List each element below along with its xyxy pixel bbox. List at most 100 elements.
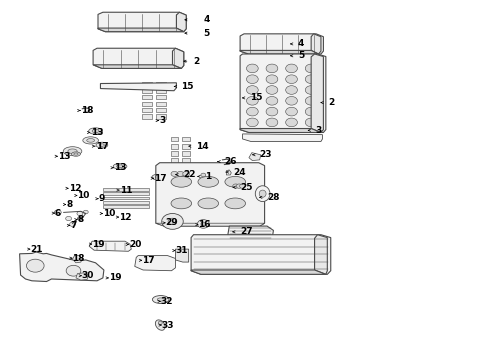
Circle shape — [201, 222, 206, 226]
Ellipse shape — [155, 320, 165, 330]
Polygon shape — [243, 134, 322, 141]
Polygon shape — [182, 166, 190, 170]
Ellipse shape — [63, 147, 82, 156]
Text: 27: 27 — [240, 228, 253, 236]
Circle shape — [305, 64, 317, 73]
Circle shape — [162, 213, 183, 229]
Text: 25: 25 — [240, 183, 253, 192]
Circle shape — [305, 96, 317, 105]
Polygon shape — [103, 201, 149, 204]
Text: 10: 10 — [103, 209, 115, 218]
Circle shape — [26, 259, 44, 272]
Ellipse shape — [225, 176, 245, 187]
Text: 26: 26 — [224, 157, 237, 166]
Text: 12: 12 — [69, 184, 81, 193]
Text: 22: 22 — [183, 170, 196, 179]
Circle shape — [183, 171, 190, 176]
Text: 8: 8 — [66, 200, 73, 209]
Circle shape — [246, 107, 258, 116]
Polygon shape — [172, 48, 184, 68]
Ellipse shape — [171, 198, 192, 209]
Polygon shape — [100, 83, 176, 91]
Circle shape — [286, 75, 297, 84]
Polygon shape — [20, 252, 104, 282]
Ellipse shape — [157, 298, 164, 301]
Polygon shape — [76, 273, 88, 280]
Ellipse shape — [198, 176, 219, 187]
Polygon shape — [142, 82, 152, 86]
Polygon shape — [311, 34, 321, 54]
Polygon shape — [228, 226, 273, 239]
Ellipse shape — [83, 137, 98, 144]
Circle shape — [305, 107, 317, 116]
Polygon shape — [156, 108, 166, 112]
Polygon shape — [171, 144, 178, 149]
Polygon shape — [156, 89, 166, 93]
Ellipse shape — [152, 296, 169, 303]
Polygon shape — [249, 153, 261, 161]
Circle shape — [305, 86, 317, 94]
Text: 13: 13 — [58, 152, 71, 161]
Polygon shape — [142, 89, 152, 93]
Text: 2: 2 — [194, 57, 200, 66]
Circle shape — [266, 64, 278, 73]
Circle shape — [77, 217, 82, 220]
Text: 18: 18 — [81, 106, 94, 115]
Text: 23: 23 — [260, 150, 272, 159]
Polygon shape — [93, 48, 184, 68]
Text: 24: 24 — [233, 167, 245, 176]
Circle shape — [236, 184, 242, 188]
Text: 33: 33 — [162, 320, 174, 330]
Text: 3: 3 — [316, 126, 322, 135]
Polygon shape — [226, 170, 231, 175]
Polygon shape — [93, 65, 181, 68]
Circle shape — [266, 107, 278, 116]
Text: 19: 19 — [109, 274, 122, 282]
Text: 14: 14 — [196, 141, 209, 150]
Ellipse shape — [171, 176, 192, 187]
Polygon shape — [171, 158, 178, 163]
Circle shape — [233, 184, 239, 188]
Text: 2: 2 — [328, 98, 335, 107]
Text: 1: 1 — [205, 172, 211, 181]
Polygon shape — [103, 197, 149, 199]
Circle shape — [246, 86, 258, 94]
Ellipse shape — [113, 163, 127, 169]
Circle shape — [286, 107, 297, 116]
Polygon shape — [240, 50, 318, 54]
Circle shape — [305, 75, 317, 84]
Text: 31: 31 — [175, 246, 188, 255]
Polygon shape — [73, 256, 82, 263]
Circle shape — [305, 118, 317, 127]
Polygon shape — [156, 223, 265, 226]
Ellipse shape — [255, 186, 270, 202]
Polygon shape — [142, 95, 152, 99]
Ellipse shape — [92, 129, 99, 132]
Text: 13: 13 — [91, 128, 103, 137]
Circle shape — [83, 210, 88, 214]
Polygon shape — [89, 241, 131, 251]
Text: 5: 5 — [203, 29, 210, 37]
Polygon shape — [311, 54, 323, 132]
Text: 15: 15 — [181, 82, 194, 91]
Polygon shape — [191, 270, 326, 274]
Polygon shape — [98, 12, 186, 32]
Text: 4: 4 — [298, 40, 304, 49]
Polygon shape — [176, 12, 186, 32]
Ellipse shape — [259, 190, 266, 197]
Text: 16: 16 — [198, 220, 211, 229]
Text: 11: 11 — [120, 186, 133, 194]
Text: 9: 9 — [99, 194, 105, 203]
Text: 18: 18 — [73, 253, 85, 263]
Polygon shape — [182, 151, 190, 156]
Polygon shape — [171, 166, 178, 170]
Ellipse shape — [158, 321, 162, 325]
Text: 29: 29 — [166, 218, 178, 228]
Circle shape — [286, 64, 297, 73]
Text: 30: 30 — [82, 271, 94, 280]
Circle shape — [197, 220, 209, 228]
Text: 13: 13 — [114, 163, 127, 172]
Circle shape — [171, 171, 178, 176]
Circle shape — [266, 75, 278, 84]
Polygon shape — [182, 137, 190, 141]
